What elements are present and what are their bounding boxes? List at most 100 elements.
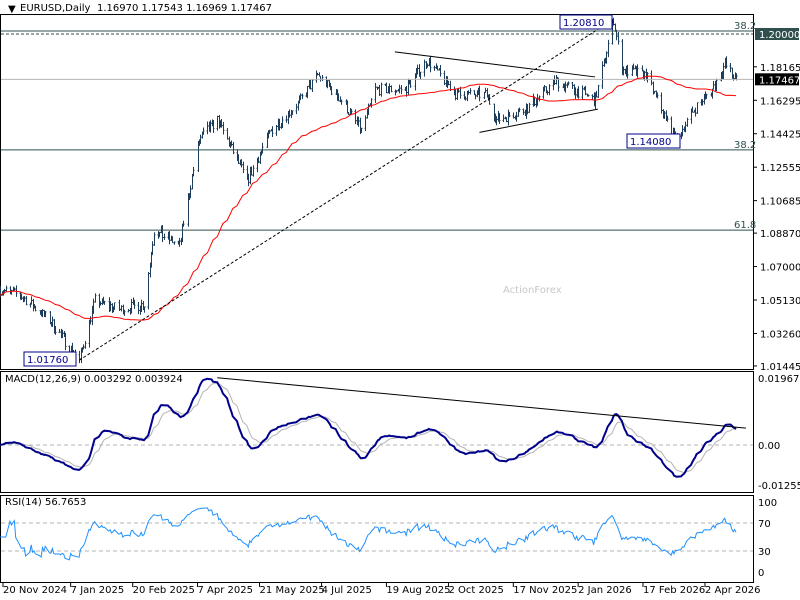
price-bar [426, 63, 429, 68]
main-panel [0, 14, 754, 370]
price-bar [367, 103, 370, 116]
price-bar [340, 99, 343, 105]
price-axis-label: 1.08870 [760, 229, 800, 240]
price-bar [285, 115, 288, 123]
price-bar [237, 154, 240, 164]
price-bar [577, 86, 580, 99]
time-axis-label: 17 Feb 2026 [643, 585, 705, 596]
ohlc-readout: 1.16970 1.17543 1.16969 1.17467 [97, 3, 272, 14]
trendline [78, 19, 614, 361]
price-bar [684, 121, 687, 133]
price-bar [696, 102, 699, 114]
price-bar [467, 90, 470, 95]
price-bar [653, 90, 656, 94]
price-bar [281, 116, 284, 129]
price-bar [478, 85, 481, 102]
price-bar [140, 299, 143, 313]
price-bar [433, 65, 436, 71]
rsi-panel [0, 495, 754, 583]
time-axis-label: 7 Jan 2025 [71, 585, 125, 596]
price-bar [147, 271, 150, 310]
price-bar [502, 114, 505, 123]
price-bar [686, 117, 689, 127]
rsi-axis-label: 100 [758, 498, 777, 509]
price-bar [370, 98, 373, 108]
price-bar [347, 111, 350, 115]
price-bar [232, 141, 235, 155]
price-bar [388, 83, 391, 94]
price-bar [498, 113, 501, 124]
price-bar [557, 77, 560, 92]
rsi-line [0, 507, 737, 561]
price-bar [192, 166, 195, 177]
macd-panel [0, 371, 754, 493]
price-bar [459, 86, 462, 99]
price-bar [374, 82, 377, 103]
price-bar [295, 103, 298, 115]
price-bar [44, 311, 47, 318]
price-bar [321, 74, 324, 82]
macd-axis-label: 0.00 [758, 441, 780, 452]
time-axis-label: 4 Jul 2025 [322, 585, 372, 596]
price-bar [202, 127, 205, 135]
price-bar [607, 39, 610, 58]
price-bar [337, 93, 340, 102]
price-bar [626, 64, 629, 79]
macd-signal-line [0, 382, 737, 474]
time-axis-label: 2 Jan 2026 [578, 585, 632, 596]
rsi-axis-label: 70 [758, 519, 771, 530]
price-bar [512, 112, 515, 119]
price-bar [182, 220, 185, 227]
price-bar [299, 93, 302, 101]
price-bar [25, 296, 28, 306]
price-bar [209, 120, 212, 133]
price-bar [250, 166, 253, 176]
macd-line [0, 377, 737, 478]
triangle-down-icon[interactable]: ▼ [8, 4, 16, 15]
price-bar [380, 82, 383, 97]
sma-line [0, 75, 736, 321]
price-bar [23, 296, 26, 302]
price-bar [171, 236, 174, 244]
price-axis-label: 1.12555 [760, 163, 800, 174]
price-bar [670, 116, 673, 137]
price-bar [495, 116, 498, 126]
price-bars [0, 17, 738, 364]
price-bar [681, 125, 684, 137]
price-bar [163, 233, 166, 240]
price-bar [143, 306, 146, 313]
price-bar [252, 165, 255, 177]
price-bar [242, 161, 245, 174]
price-bar [5, 285, 8, 292]
price-bar [543, 85, 546, 92]
price-bar [189, 185, 192, 199]
price-bar [457, 88, 460, 93]
price-bar [206, 121, 209, 135]
price-bar [419, 71, 422, 80]
price-bar [548, 84, 551, 96]
price-bar [390, 85, 393, 93]
price-bar [536, 93, 539, 106]
price-bar [605, 51, 608, 64]
price-bar [64, 332, 67, 351]
fib-label: 61.8 [734, 220, 756, 231]
price-bar [484, 87, 487, 94]
price-bar [153, 232, 156, 246]
price-bar [178, 237, 181, 247]
trendline [479, 108, 598, 133]
price-bar [694, 107, 697, 117]
time-axis-label: 2 Oct 2025 [448, 585, 503, 596]
price-bar [261, 142, 264, 154]
level-price-label: 1.20000 [759, 30, 800, 41]
price-bar [464, 96, 467, 101]
high-label: 1.20810 [563, 18, 604, 29]
price-bar [316, 72, 319, 76]
price-bar [61, 329, 64, 338]
price-bar [701, 99, 704, 106]
price-bar [443, 70, 446, 86]
price-bar [357, 116, 360, 127]
price-bar [423, 59, 426, 77]
price-bar [82, 344, 85, 350]
price-bar [518, 107, 521, 113]
